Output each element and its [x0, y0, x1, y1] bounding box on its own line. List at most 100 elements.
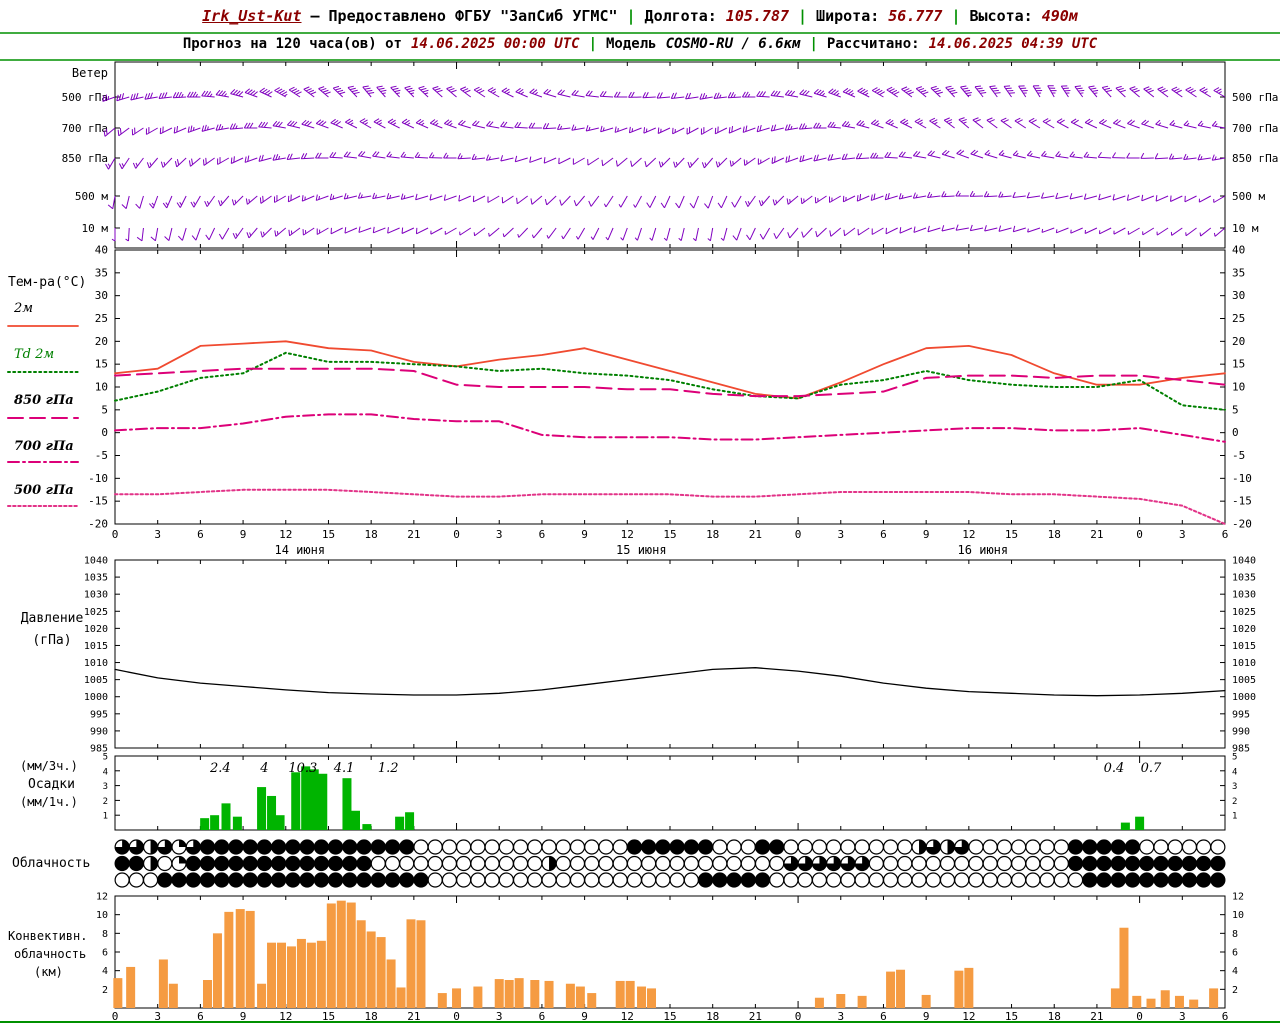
cloud-row-2 [114, 872, 1226, 888]
svg-text:1010: 1010 [1232, 658, 1256, 669]
svg-text:0: 0 [112, 1010, 119, 1023]
cloud-row-0 [114, 839, 1226, 855]
svg-text:3: 3 [1179, 1010, 1186, 1023]
svg-text:21: 21 [749, 1010, 762, 1023]
pressure-panel: 1040 1040 1035 1035 1030 1030 1025 1025 1020 1020… [21, 556, 1256, 755]
svg-text:40: 40 [95, 244, 108, 257]
svg-text:8: 8 [102, 929, 108, 940]
header-row-1: Irk_Ust-Kut – Предоставлено ФГБУ "ЗапСиб… [0, 7, 1280, 31]
svg-text:9: 9 [581, 528, 588, 541]
svg-text:(мм/3ч.): (мм/3ч.) [20, 759, 78, 773]
model-value: COSMO-RU / 6.6км [665, 36, 801, 52]
svg-text:2м: 2м [13, 301, 33, 316]
svg-text:0: 0 [112, 528, 119, 541]
svg-text:0: 0 [453, 1010, 460, 1023]
svg-text:700 гПа: 700 гПа [62, 122, 108, 135]
svg-text:1015: 1015 [1232, 641, 1256, 652]
svg-text:1.2: 1.2 [378, 761, 399, 776]
computed-label: Рассчитано: [826, 36, 920, 52]
temperature-legend: Тем-ра(°C) 2м Td 2м 850 гПа 700 гПа 500 гПа [7, 275, 86, 507]
cloud-row-1 [114, 855, 1226, 872]
svg-text:12: 12 [1232, 892, 1244, 903]
svg-text:3: 3 [1179, 528, 1186, 541]
svg-text:15: 15 [1005, 1010, 1018, 1023]
svg-text:-10: -10 [1232, 472, 1252, 485]
svg-text:995: 995 [90, 709, 108, 720]
forecast-label: Прогноз на 120 часа(ов) от [182, 36, 402, 52]
latitude-value: 56.777 [888, 7, 943, 25]
svg-text:-5: -5 [1232, 449, 1245, 462]
svg-text:985: 985 [1232, 744, 1250, 755]
svg-text:0: 0 [795, 528, 802, 541]
svg-text:4.1: 4.1 [333, 761, 355, 776]
svg-text:4: 4 [1232, 767, 1237, 777]
svg-text:995: 995 [1232, 709, 1250, 720]
separator: | [588, 36, 597, 52]
convective-bars [113, 900, 1219, 1008]
svg-text:3: 3 [496, 1010, 503, 1023]
svg-text:10: 10 [96, 910, 108, 921]
x-axis-bottom: 0 3 6 9 12 15 18 21 0 3 6 9 12 15 18 21 0 3 6 9 12 15 18 21 0 3 6 [112, 1010, 1229, 1023]
svg-text:9: 9 [923, 1010, 930, 1023]
svg-text:6: 6 [1232, 948, 1238, 959]
svg-text:3: 3 [103, 782, 108, 792]
svg-text:1030: 1030 [1232, 590, 1256, 601]
svg-text:990: 990 [90, 726, 108, 737]
svg-text:15: 15 [322, 528, 335, 541]
svg-text:3: 3 [154, 1010, 161, 1023]
svg-text:6: 6 [539, 1010, 546, 1023]
svg-text:2: 2 [102, 985, 108, 996]
svg-text:10: 10 [1232, 381, 1245, 394]
temperature-series-2 [114, 367, 1226, 398]
svg-text:1030: 1030 [84, 590, 108, 601]
svg-text:16 июня: 16 июня [958, 543, 1009, 557]
svg-text:6: 6 [1222, 1010, 1229, 1023]
svg-text:-15: -15 [88, 495, 108, 508]
svg-text:1035: 1035 [1232, 573, 1256, 584]
svg-text:2: 2 [1232, 797, 1237, 807]
svg-text:30: 30 [95, 289, 108, 302]
forecast-start-value: 14.06.2025 00:00 UTC [410, 36, 580, 52]
svg-text:облачность: облачность [14, 947, 86, 961]
wind-barbs [102, 85, 1226, 242]
temperature-series-3 [114, 413, 1226, 443]
svg-text:12: 12 [96, 892, 108, 903]
svg-text:3: 3 [154, 528, 161, 541]
svg-text:18: 18 [365, 528, 378, 541]
svg-text:1: 1 [103, 812, 108, 822]
svg-text:1020: 1020 [84, 624, 108, 635]
svg-text:15: 15 [663, 528, 676, 541]
svg-text:6: 6 [539, 528, 546, 541]
svg-text:5: 5 [103, 753, 108, 763]
svg-text:20: 20 [95, 335, 108, 348]
svg-text:9: 9 [923, 528, 930, 541]
separator: | [798, 7, 808, 25]
svg-text:35: 35 [95, 266, 108, 279]
provider-text: Предоставлено ФГБУ "ЗапСиб УГМС" [328, 7, 618, 25]
svg-text:5: 5 [1232, 753, 1237, 763]
svg-text:12: 12 [962, 1010, 975, 1023]
svg-text:850 гПа: 850 гПа [62, 152, 108, 165]
svg-text:1005: 1005 [84, 675, 108, 686]
convective-panel: 12 12 10 10 8 8 6 6 4 4 2 2 Конвективн. облачность (км… [8, 892, 1244, 1009]
temperature-series-1 [114, 351, 1226, 411]
svg-text:10: 10 [1232, 910, 1244, 921]
altitude-value: 490м [1041, 7, 1078, 25]
station-name: Irk_Ust-Kut [202, 7, 302, 25]
svg-text:10 м: 10 м [1232, 222, 1259, 235]
svg-text:15: 15 [1232, 358, 1245, 371]
svg-text:15: 15 [95, 358, 108, 371]
svg-text:9: 9 [240, 1010, 247, 1023]
svg-text:10: 10 [95, 381, 108, 394]
separator: | [951, 7, 961, 25]
svg-text:6: 6 [1222, 528, 1229, 541]
temperature-series-0 [114, 340, 1226, 400]
svg-text:6: 6 [197, 528, 204, 541]
svg-text:Облачность: Облачность [12, 856, 90, 871]
svg-text:3: 3 [496, 528, 503, 541]
svg-text:4: 4 [103, 767, 108, 777]
svg-text:500 м: 500 м [1232, 190, 1265, 203]
svg-text:18: 18 [1048, 1010, 1061, 1023]
precipitation-panel: 5 5 4 4 3 3 2 2 1 1 2.4 4 10.3 4.1 1.2 0.4 0.7 (мм/3ч.) Ос… [20, 753, 1237, 831]
